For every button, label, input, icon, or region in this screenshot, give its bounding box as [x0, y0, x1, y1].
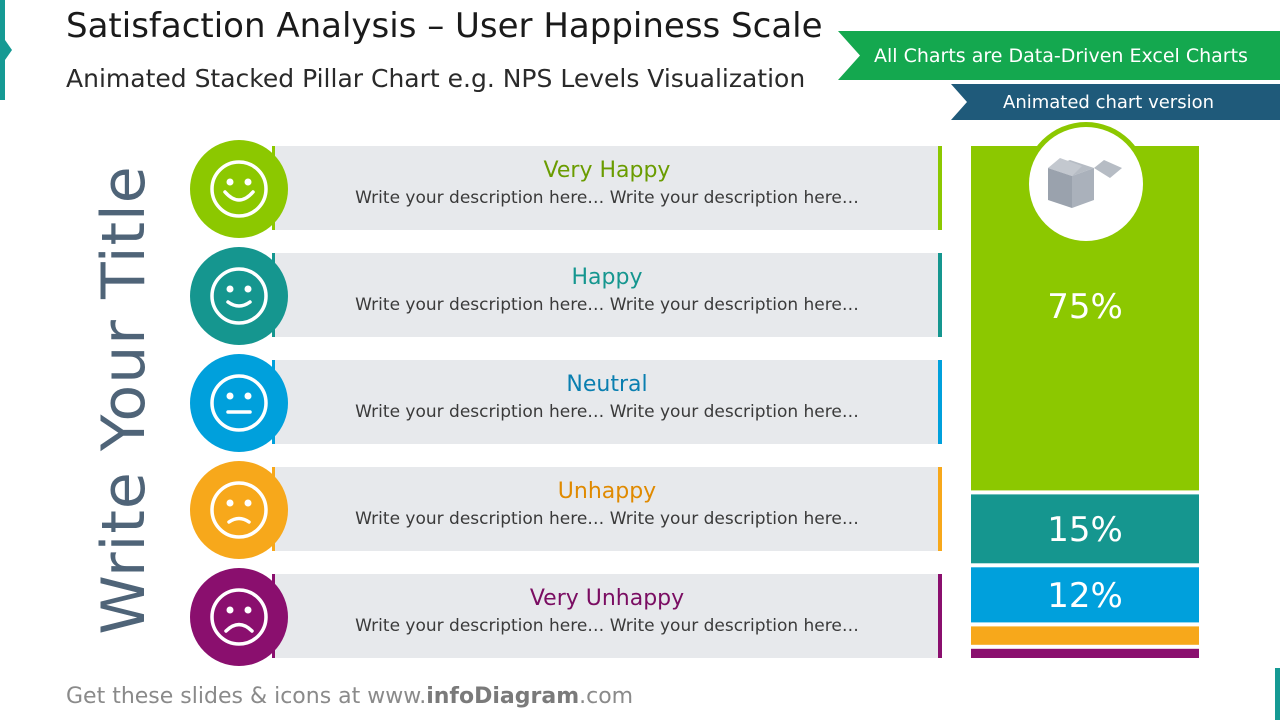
neutral-face-icon	[190, 354, 288, 452]
left-accent-bar	[0, 0, 5, 100]
animated-version-badge: Animated chart version	[951, 84, 1280, 120]
data-driven-badge-text: All Charts are Data-Driven Excel Charts	[874, 44, 1248, 67]
footer-credit: Get these slides & icons at www.infoDiag…	[66, 684, 633, 709]
happy-face-icon	[190, 247, 288, 345]
left-accent-notch	[5, 40, 12, 60]
animated-version-badge-text: Animated chart version	[1003, 91, 1215, 113]
pillar-label-neutral: 12%	[1047, 576, 1123, 616]
unhappy-face-icon	[190, 461, 288, 559]
pillar-segment-happy	[971, 494, 1199, 564]
level-label: Very Happy	[543, 158, 671, 183]
level-label: Neutral	[566, 372, 648, 397]
level-description: Write your description here… Write your …	[355, 616, 859, 636]
pillar-segment-very-unhappy	[971, 648, 1199, 658]
slide-subtitle: Animated Stacked Pillar Chart e.g. NPS L…	[66, 64, 806, 93]
level-description: Write your description here… Write your …	[355, 402, 859, 422]
slide-title: Satisfaction Analysis – User Happiness S…	[66, 6, 823, 46]
very-happy-face-icon	[190, 140, 288, 238]
level-bar: Unhappy Write your description here… Wri…	[272, 467, 942, 551]
pillar-segment-neutral	[971, 567, 1199, 623]
bar-right-edge	[938, 574, 942, 658]
bar-right-edge	[938, 253, 942, 337]
very-unhappy-face-icon	[190, 568, 288, 666]
bar-right-edge	[938, 467, 942, 551]
bar-right-edge	[938, 360, 942, 444]
pillar-label-very-happy: 75%	[1047, 287, 1123, 327]
level-row-very-happy: Very Happy Write your description here… …	[190, 140, 942, 238]
level-bar: Happy Write your description here… Write…	[272, 253, 942, 337]
right-accent-bar	[1275, 668, 1280, 720]
level-row-very-unhappy: Very Unhappy Write your description here…	[190, 568, 942, 666]
level-label: Very Unhappy	[529, 586, 685, 611]
pillar-segment-unhappy	[971, 626, 1199, 645]
level-description: Write your description here… Write your …	[355, 295, 859, 315]
pillar-label-happy: 15%	[1047, 510, 1123, 550]
footer-prefix: Get these slides & icons at www.	[66, 684, 427, 709]
level-label: Happy	[571, 265, 643, 290]
level-row-happy: Happy Write your description here… Write…	[190, 247, 942, 345]
data-driven-badge: All Charts are Data-Driven Excel Charts	[838, 31, 1280, 80]
bar-right-edge	[938, 146, 942, 230]
level-label: Unhappy	[557, 479, 657, 504]
level-description: Write your description here… Write your …	[355, 188, 859, 208]
footer-brand: infoDiagram	[426, 684, 580, 709]
box-icon	[1024, 122, 1148, 246]
footer-suffix: .com	[579, 684, 634, 709]
level-row-unhappy: Unhappy Write your description here… Wri…	[190, 461, 942, 559]
level-bar: Neutral Write your description here… Wri…	[272, 360, 942, 444]
level-bar: Very Happy Write your description here… …	[272, 146, 942, 230]
level-row-neutral: Neutral Write your description here… Wri…	[190, 354, 942, 452]
level-description: Write your description here… Write your …	[355, 509, 859, 529]
